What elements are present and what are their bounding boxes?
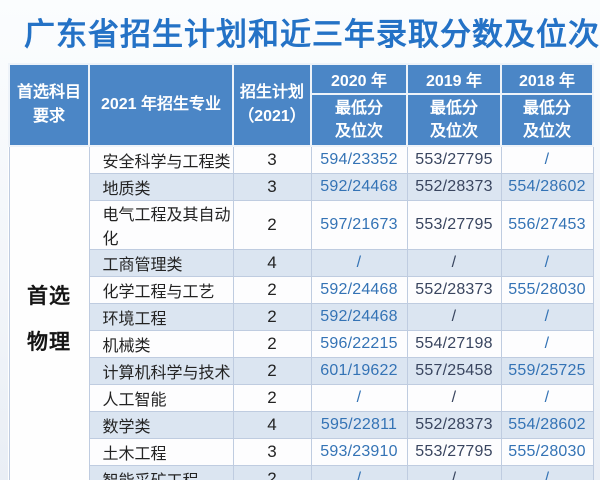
header-row-minscore: 最低分 及位次 最低分 及位次 最低分 及位次 [9, 92, 594, 148]
major-cell: 化学工程与工艺 [88, 275, 234, 304]
major-cell: 智能采矿工程 [88, 464, 234, 480]
score-cell-2019: / [406, 248, 502, 277]
score-cell-2019: 552/28373 [406, 172, 502, 201]
score-cell-2018: / [500, 302, 594, 331]
table-row: 智能采矿工程 2 / / / [9, 464, 594, 480]
score-cell-2018: / [500, 329, 594, 358]
score-cell-2019: 552/28373 [406, 275, 502, 304]
major-cell: 地质类 [88, 172, 234, 201]
major-cell: 数学类 [88, 410, 234, 439]
score-cell-2020: 592/24468 [310, 275, 408, 304]
table-header: 首选科目 要求 2021 年招生专业 招生计划 （2021） 2020 年 20… [8, 62, 594, 148]
table-row: 环境工程 2 592/24468 / / [9, 302, 594, 331]
plan-cell: 2 [232, 275, 312, 304]
header-minscore-2019: 最低分 及位次 [406, 92, 502, 148]
score-cell-2020: 595/22811 [310, 410, 408, 439]
score-cell-2019: 557/25458 [406, 356, 502, 385]
major-cell: 环境工程 [88, 302, 234, 331]
plan-cell: 4 [232, 248, 312, 277]
table-row: 电气工程及其自动化 2 597/21673 553/27795 556/2745… [9, 199, 594, 250]
score-cell-2019: 553/27795 [406, 199, 502, 250]
score-cell-2018: / [500, 248, 594, 277]
score-cell-2019: / [406, 383, 502, 412]
plan-cell: 2 [232, 302, 312, 331]
score-cell-2020: / [310, 383, 408, 412]
plan-cell: 2 [232, 199, 312, 250]
header-plan-2021: 招生计划 （2021） [232, 62, 312, 148]
page-title: 广东省招生计划和近三年录取分数及位次 [24, 17, 600, 52]
score-cell-2018: 559/25725 [500, 356, 594, 385]
plan-cell: 3 [232, 145, 312, 174]
table-row: 工商管理类 4 / / / [9, 248, 594, 277]
score-cell-2018: 554/28602 [500, 172, 594, 201]
table-body: 首选 物理 安全科学与工程类 3 594/23352 553/27795 / 地… [8, 145, 594, 480]
score-cell-2020: / [310, 248, 408, 277]
major-cell: 计算机科学与技术 [88, 356, 234, 385]
subject-group-cell: 首选 物理 [8, 145, 90, 480]
major-cell: 土木工程 [88, 437, 234, 466]
major-cell: 机械类 [88, 329, 234, 358]
major-cell: 安全科学与工程类 [88, 145, 234, 174]
table-row: 数学类 4 595/22811 552/28373 554/28602 [9, 410, 594, 439]
plan-cell: 4 [232, 410, 312, 439]
score-cell-2019: 553/27795 [406, 145, 502, 174]
header-year-2018: 2018 年 [500, 63, 594, 95]
score-cell-2019: 553/27795 [406, 437, 502, 466]
score-cell-2018: / [500, 383, 594, 412]
table-row: 人工智能 2 / / / [9, 383, 594, 412]
score-cell-2018: 555/28030 [500, 275, 594, 304]
score-cell-2018: 555/28030 [500, 437, 594, 466]
table-row: 首选 物理 安全科学与工程类 3 594/23352 553/27795 / [8, 145, 594, 480]
major-cell: 人工智能 [88, 383, 234, 412]
header-subject-requirement: 首选科目 要求 [8, 62, 90, 148]
header-year-2019: 2019 年 [406, 63, 502, 95]
table-row: 计算机科学与技术 2 601/19622 557/25458 559/25725 [9, 356, 594, 385]
score-cell-2018: / [500, 464, 594, 480]
plan-cell: 2 [232, 329, 312, 358]
score-cell-2020: 601/19622 [310, 356, 408, 385]
admissions-table: 首选科目 要求 2021 年招生专业 招生计划 （2021） 2020 年 20… [8, 62, 594, 480]
table-row: 地质类 3 592/24468 552/28373 554/28602 [9, 172, 594, 201]
plan-cell: 2 [232, 464, 312, 480]
score-cell-2019: 552/28373 [406, 410, 502, 439]
header-minscore-2018: 最低分 及位次 [500, 92, 594, 148]
score-cell-2019: / [406, 464, 502, 480]
score-cell-2019: / [406, 302, 502, 331]
plan-cell: 2 [232, 383, 312, 412]
header-minscore-2020: 最低分 及位次 [310, 92, 408, 148]
header-major-2021: 2021 年招生专业 [88, 62, 234, 148]
score-cell-2020: 592/24468 [310, 302, 408, 331]
table-row: 化学工程与工艺 2 592/24468 552/28373 555/28030 [9, 275, 594, 304]
score-cell-2020: / [310, 464, 408, 480]
score-cell-2019: 554/27198 [406, 329, 502, 358]
table-row: 土木工程 3 593/23910 553/27795 555/28030 [9, 437, 594, 466]
score-cell-2020: 592/24468 [310, 172, 408, 201]
page: 广东省招生计划和近三年录取分数及位次 首选科目 要求 2021 年招生专业 招生… [0, 9, 600, 480]
plan-cell: 2 [232, 356, 312, 385]
header-year-2020: 2020 年 [310, 63, 408, 95]
score-cell-2020: 594/23352 [310, 145, 408, 174]
score-cell-2020: 597/21673 [310, 199, 408, 250]
header-row-years: 首选科目 要求 2021 年招生专业 招生计划 （2021） 2020 年 20… [8, 62, 594, 148]
major-cell: 电气工程及其自动化 [88, 199, 234, 250]
score-cell-2018: 554/28602 [500, 410, 594, 439]
score-cell-2018: 556/27453 [500, 199, 594, 250]
score-cell-2020: 593/23910 [310, 437, 408, 466]
major-cell: 工商管理类 [88, 248, 234, 277]
plan-cell: 3 [232, 437, 312, 466]
score-cell-2018: / [500, 145, 594, 174]
table-row: 机械类 2 596/22215 554/27198 / [9, 329, 594, 358]
plan-cell: 3 [232, 172, 312, 201]
score-cell-2020: 596/22215 [310, 329, 408, 358]
